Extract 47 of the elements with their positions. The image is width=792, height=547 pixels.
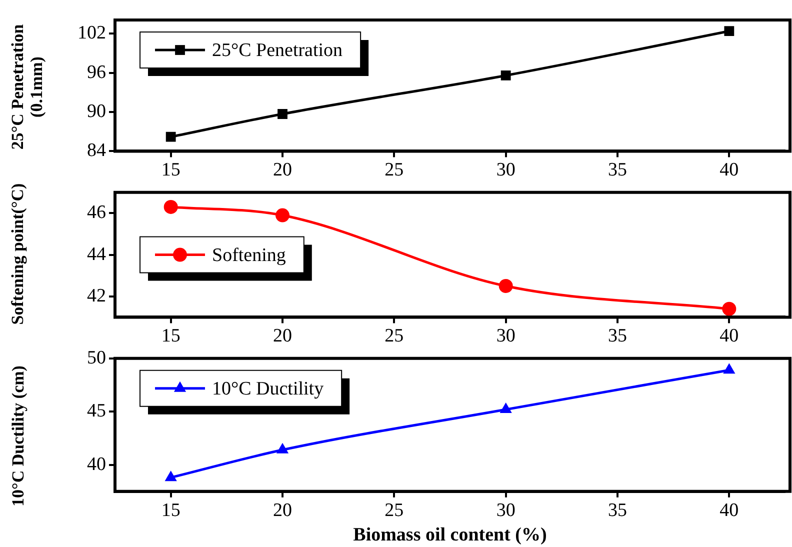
point bbox=[498, 279, 513, 293]
point bbox=[278, 109, 288, 119]
x-tick-label: 40 bbox=[720, 500, 739, 521]
y-axis-title: 10°C Ductility (cm) bbox=[8, 364, 28, 508]
x-tick-label: 15 bbox=[161, 326, 180, 347]
x-tick-label: 20 bbox=[273, 160, 292, 181]
x-tick-label: 30 bbox=[496, 160, 516, 181]
y-axis-title: 25°C Penetration (0.1mm) bbox=[8, 23, 47, 152]
x-tick-label: 40 bbox=[720, 326, 739, 347]
point bbox=[500, 70, 511, 80]
x-axis-title: Biomass oil content (%) bbox=[353, 524, 547, 546]
x-tick-label: 30 bbox=[496, 500, 516, 521]
y-tick-label: 50 bbox=[87, 347, 106, 368]
y-tick-label: 90 bbox=[87, 101, 106, 122]
x-tick-label: 25 bbox=[384, 160, 404, 181]
x-tick-label: 30 bbox=[496, 326, 516, 347]
x-tick-label: 35 bbox=[608, 160, 627, 181]
legend-label: 10°C Ductility bbox=[212, 378, 324, 400]
x-tick-label: 25 bbox=[384, 500, 404, 521]
point bbox=[164, 470, 177, 482]
legend-label: Softening bbox=[212, 244, 286, 266]
point bbox=[276, 208, 290, 222]
y-tick-label: 44 bbox=[87, 244, 106, 265]
y-tick-label: 102 bbox=[78, 22, 106, 44]
y-tick-label: 46 bbox=[87, 202, 106, 224]
x-tick-label: 35 bbox=[608, 326, 627, 347]
y-tick-label: 96 bbox=[87, 62, 106, 83]
point bbox=[276, 442, 289, 454]
legend-label: 25°C Penetration bbox=[212, 40, 344, 61]
x-tick-label: 20 bbox=[273, 326, 292, 347]
x-tick-label: 15 bbox=[161, 160, 180, 181]
y-axis-title: Softening point(°C) bbox=[8, 183, 28, 325]
point bbox=[723, 363, 736, 374]
x-tick-label: 25 bbox=[384, 326, 404, 347]
point bbox=[724, 26, 734, 36]
y-tick-label: 84 bbox=[87, 140, 106, 162]
x-tick-label: 35 bbox=[608, 500, 627, 521]
point bbox=[500, 402, 512, 413]
point bbox=[166, 132, 176, 142]
point bbox=[164, 200, 178, 214]
y-tick-label: 40 bbox=[87, 454, 106, 475]
x-tick-label: 20 bbox=[273, 500, 292, 521]
x-tick-label: 40 bbox=[720, 160, 739, 181]
y-tick-label: 42 bbox=[87, 285, 106, 306]
point bbox=[722, 302, 736, 316]
y-tick-label: 45 bbox=[87, 400, 106, 422]
x-tick-label: 15 bbox=[161, 500, 180, 521]
